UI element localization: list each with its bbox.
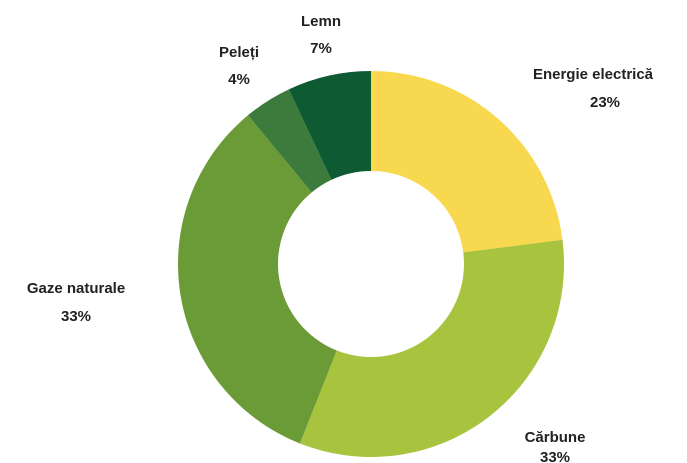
donut-slice bbox=[247, 89, 332, 193]
slice-value-label: 23% bbox=[590, 94, 620, 111]
donut-slice bbox=[299, 239, 564, 457]
donut-slice bbox=[288, 71, 371, 180]
slice-label: Peleți bbox=[219, 44, 259, 61]
slice-value-label: 33% bbox=[540, 449, 570, 463]
slice-value-label: 33% bbox=[61, 308, 91, 325]
slice-label: Gaze naturale bbox=[27, 280, 125, 297]
slice-label: Lemn bbox=[301, 13, 341, 30]
slice-label: Cărbune bbox=[525, 429, 586, 446]
slice-value-label: 4% bbox=[228, 71, 250, 88]
donut-slice bbox=[371, 71, 563, 253]
donut-slice bbox=[178, 115, 337, 444]
slice-label: Energie electrică bbox=[533, 66, 654, 83]
slice-value-label: 7% bbox=[310, 40, 332, 57]
